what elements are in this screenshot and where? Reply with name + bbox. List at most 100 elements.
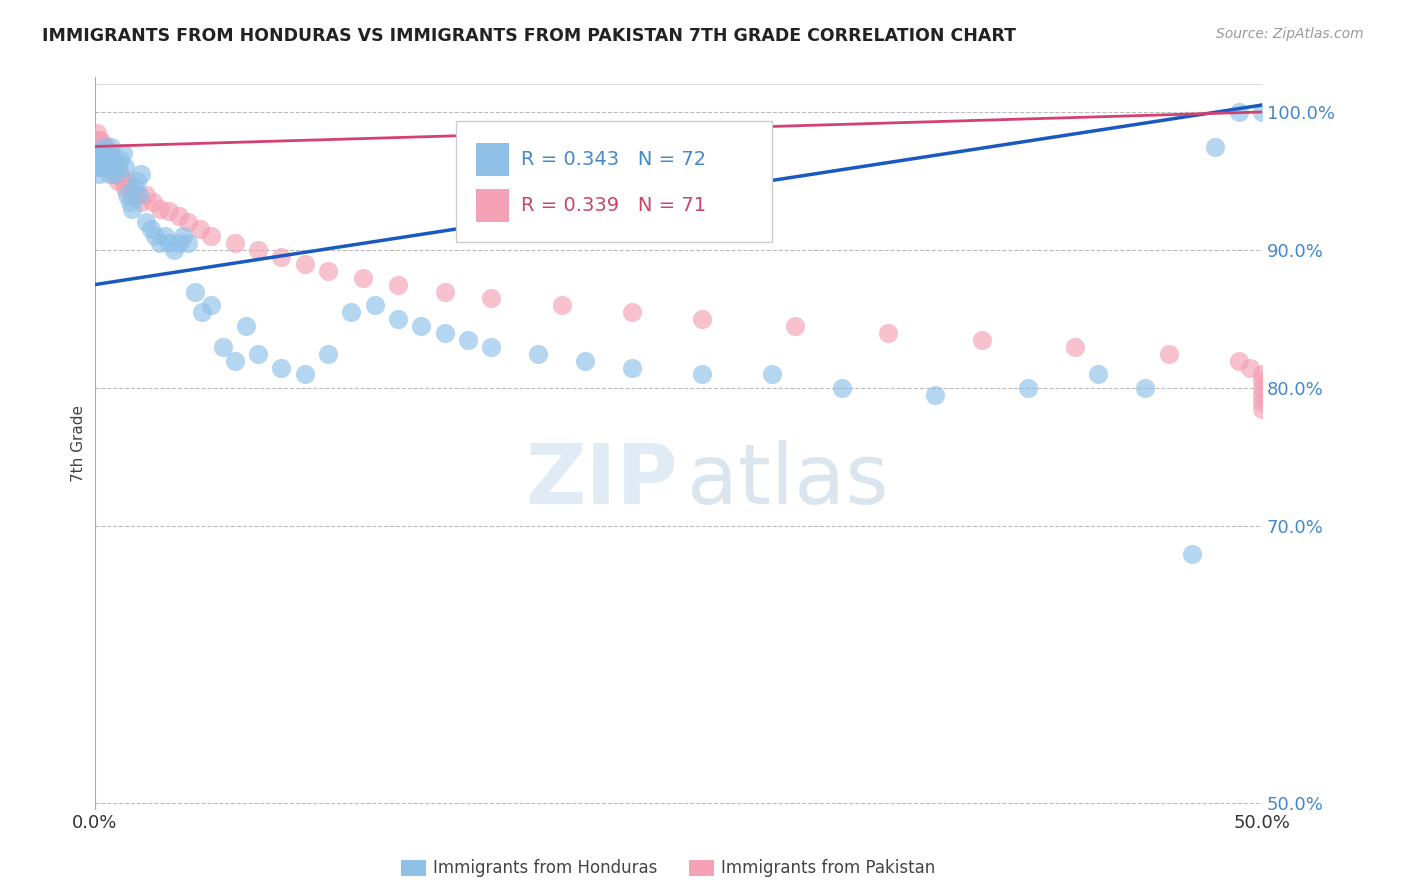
Point — [107, 174, 129, 188]
Text: Immigrants from Pakistan: Immigrants from Pakistan — [721, 859, 935, 877]
Point — [142, 194, 165, 209]
Point — [200, 229, 222, 244]
Point — [97, 146, 120, 161]
Point — [97, 153, 120, 168]
Point — [97, 167, 120, 181]
Point — [96, 146, 118, 161]
Point — [1251, 388, 1274, 402]
Point — [550, 298, 572, 312]
Point — [224, 236, 246, 251]
Point — [110, 167, 132, 181]
Point — [90, 144, 112, 158]
Point — [167, 236, 190, 251]
Point — [125, 187, 148, 202]
Point — [103, 153, 125, 168]
Point — [89, 167, 111, 181]
Text: Source: ZipAtlas.com: Source: ZipAtlas.com — [1216, 27, 1364, 41]
Point — [93, 146, 115, 161]
Point — [457, 333, 479, 347]
Point — [316, 347, 339, 361]
Point — [212, 340, 235, 354]
Point — [104, 160, 127, 174]
Point — [433, 326, 456, 340]
Point — [1133, 381, 1156, 395]
Point — [90, 160, 112, 174]
Point — [157, 236, 180, 251]
Point — [90, 153, 112, 168]
Point — [129, 194, 152, 209]
Point — [135, 215, 157, 229]
Point — [877, 326, 900, 340]
Point — [364, 298, 387, 312]
Point — [104, 167, 127, 181]
Point — [100, 149, 122, 163]
Point — [86, 126, 108, 140]
Point — [294, 257, 316, 271]
Point — [90, 146, 112, 161]
Point — [340, 305, 363, 319]
Point — [121, 187, 143, 202]
Point — [118, 194, 141, 209]
Point — [481, 340, 503, 354]
Point — [1204, 139, 1226, 153]
Point — [121, 202, 143, 216]
Point — [970, 333, 993, 347]
Point — [118, 181, 141, 195]
Point — [86, 133, 108, 147]
Point — [224, 353, 246, 368]
Point — [96, 160, 118, 174]
Point — [172, 229, 194, 244]
Point — [86, 146, 108, 161]
Point — [90, 157, 112, 171]
Point — [89, 146, 111, 161]
Bar — [477, 144, 509, 177]
Point — [89, 139, 111, 153]
Text: IMMIGRANTS FROM HONDURAS VS IMMIGRANTS FROM PAKISTAN 7TH GRADE CORRELATION CHART: IMMIGRANTS FROM HONDURAS VS IMMIGRANTS F… — [42, 27, 1017, 45]
Point — [96, 153, 118, 168]
Point — [246, 243, 269, 257]
Point — [191, 305, 214, 319]
Point — [107, 160, 129, 174]
Point — [620, 360, 643, 375]
Point — [149, 236, 172, 251]
Point — [93, 139, 115, 153]
Point — [163, 243, 186, 257]
Point — [1239, 360, 1261, 375]
Point — [783, 319, 806, 334]
Point — [97, 149, 120, 163]
Point — [200, 298, 222, 312]
Point — [111, 146, 134, 161]
Point — [1251, 381, 1274, 395]
Point — [177, 236, 200, 251]
Point — [100, 160, 122, 174]
Point — [761, 368, 783, 382]
Point — [93, 153, 115, 168]
Point — [103, 160, 125, 174]
Point — [690, 368, 713, 382]
Point — [235, 319, 257, 334]
Point — [89, 133, 111, 147]
Point — [125, 174, 148, 188]
Point — [86, 139, 108, 153]
Point — [1227, 105, 1250, 120]
Bar — [477, 189, 509, 222]
Point — [574, 353, 596, 368]
Point — [690, 312, 713, 326]
Point — [1017, 381, 1039, 395]
Point — [246, 347, 269, 361]
Point — [387, 277, 409, 292]
Point — [1251, 368, 1274, 382]
Point — [1251, 375, 1274, 389]
Point — [1064, 340, 1087, 354]
Point — [153, 229, 176, 244]
Point — [167, 209, 190, 223]
Y-axis label: 7th Grade: 7th Grade — [72, 405, 86, 482]
Point — [117, 174, 139, 188]
Point — [90, 136, 112, 150]
Point — [90, 153, 112, 168]
Point — [316, 264, 339, 278]
Point — [139, 222, 162, 236]
Point — [93, 153, 115, 168]
Point — [1251, 395, 1274, 409]
Point — [122, 181, 145, 195]
